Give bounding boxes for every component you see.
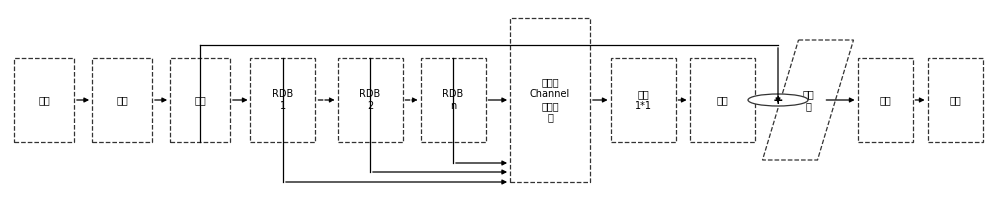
Text: RDB
1: RDB 1 (272, 89, 294, 111)
Text: 卷积
1*1: 卷积 1*1 (635, 89, 652, 111)
Text: 输出: 输出 (949, 95, 961, 105)
Text: 卷积: 卷积 (716, 95, 728, 105)
Bar (338, 58, 402, 142)
Bar (170, 58, 230, 142)
Bar (858, 58, 912, 142)
Text: 卷积: 卷积 (879, 95, 891, 105)
Bar (420, 58, 486, 142)
Bar (250, 58, 315, 142)
Bar (928, 58, 982, 142)
Text: RDB
2: RDB 2 (359, 89, 381, 111)
Text: RDB
n: RDB n (442, 89, 464, 111)
Text: 输入: 输入 (38, 95, 50, 105)
Bar (510, 18, 590, 182)
Text: +: + (773, 94, 783, 106)
Bar (610, 58, 676, 142)
Circle shape (748, 94, 808, 106)
Text: 上采
样: 上采 样 (802, 89, 814, 111)
Bar (14, 58, 74, 142)
Text: 输出在
Channel
维度堆
叠: 输出在 Channel 维度堆 叠 (530, 78, 570, 122)
Text: 卷积: 卷积 (194, 95, 206, 105)
Bar (690, 58, 755, 142)
Polygon shape (763, 40, 854, 160)
Bar (92, 58, 152, 142)
Text: 卷积: 卷积 (116, 95, 128, 105)
